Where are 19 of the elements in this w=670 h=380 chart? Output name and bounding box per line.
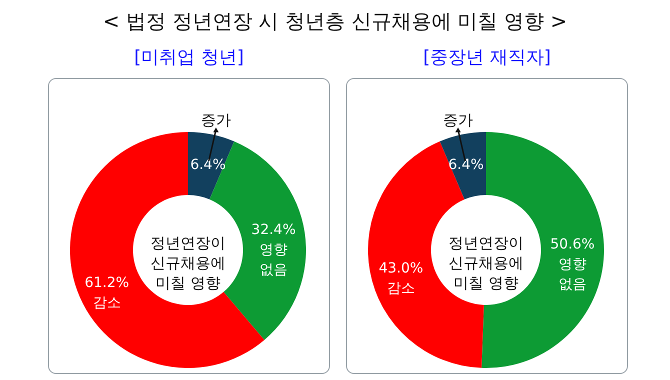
slice-label: 감소 — [92, 294, 121, 311]
slice-label: 영향 없음 — [558, 256, 586, 293]
chart-subtitle: [미취업 청년] — [133, 46, 245, 70]
chart-subtitle: [중장년 재직자] — [422, 46, 552, 70]
slice-label: 증가 — [200, 110, 231, 129]
text: 정년연장이 신규채용에 미칠 영향 — [448, 234, 524, 292]
data-label: 43.0% — [378, 260, 424, 277]
data-label: 50.6% — [550, 236, 595, 253]
slice-label: 영향 없음 — [260, 242, 288, 278]
data-label: 32.4% — [251, 222, 296, 238]
data-label: 61.2% — [84, 274, 130, 291]
slice-label: 감소 — [386, 280, 415, 297]
donut-slice — [188, 132, 234, 200]
donut-slice — [440, 132, 486, 200]
data-label: 6.4% — [448, 157, 484, 174]
text: 정년연장이 신규채용에 미칠 영향 — [150, 234, 226, 292]
slice-label: 증가 — [443, 110, 474, 129]
chart-title: < 법정 정년연장 시 청년층 신규채용에 미칠 영향 > — [102, 8, 568, 35]
data-label: 6.4% — [190, 157, 226, 174]
